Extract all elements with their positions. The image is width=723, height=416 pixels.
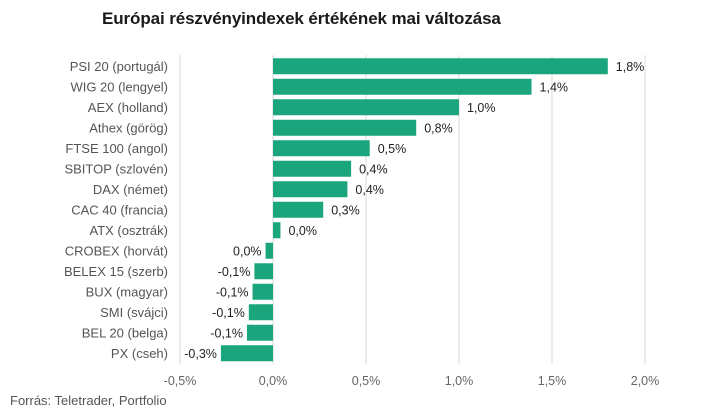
bar: [248, 304, 273, 321]
value-label: 0,4%: [359, 162, 388, 176]
bar: [273, 201, 324, 218]
x-tick-label: -0,5%: [164, 374, 197, 388]
category-label: AEX (holland): [88, 100, 168, 115]
bar: [273, 160, 352, 177]
category-label: WIG 20 (lengyel): [70, 79, 168, 94]
bar: [265, 242, 273, 259]
chart-title: Európai részvényindexek értékének mai vá…: [102, 9, 501, 28]
category-label: ATX (osztrák): [90, 223, 169, 238]
category-label: SMI (svájci): [100, 305, 168, 320]
value-label: 0,3%: [331, 203, 360, 217]
value-label: -0,3%: [184, 347, 217, 361]
bar: [273, 181, 348, 198]
value-label: -0,1%: [216, 285, 249, 299]
value-label: 0,0%: [288, 224, 317, 238]
category-label: Athex (görög): [89, 120, 168, 135]
category-label: PX (cseh): [111, 346, 168, 361]
category-label: CAC 40 (francia): [71, 202, 168, 217]
value-labels: 1,8% 1,4% 1,0% 0,8% 0,5% 0,4% 0,4% 0,3% 0,0% 0,0%…: [184, 60, 644, 361]
x-tick-label: 1,0%: [445, 374, 474, 388]
value-label: 1,0%: [467, 101, 496, 115]
category-label: SBITOP (szlovén): [64, 161, 168, 176]
category-label: DAX (német): [93, 182, 168, 197]
value-label: -0,1%: [218, 265, 251, 279]
category-label: PSI 20 (portugál): [70, 59, 168, 74]
bar: [252, 283, 273, 300]
bar: [273, 99, 459, 116]
value-label: 0,0%: [233, 244, 262, 258]
value-label: 0,8%: [424, 121, 453, 135]
x-tick-label: 0,0%: [259, 374, 288, 388]
value-label: 0,4%: [355, 183, 384, 197]
category-label: FTSE 100 (angol): [65, 141, 168, 156]
category-label: BELEX 15 (szerb): [64, 264, 168, 279]
value-label: 0,5%: [378, 142, 407, 156]
x-axis-tick-labels: -0,5% 0,0% 0,5% 1,0% 1,5% 2,0%: [164, 374, 660, 388]
bar: [273, 140, 370, 157]
category-label: BEL 20 (belga): [82, 325, 168, 340]
x-tick-label: 0,5%: [352, 374, 381, 388]
value-label: 1,4%: [540, 80, 569, 94]
value-label: 1,8%: [616, 60, 645, 74]
value-label: -0,1%: [212, 306, 245, 320]
source-note: Forrás: Teletrader, Portfolio: [10, 393, 167, 408]
bar: [273, 222, 281, 239]
bar: [254, 263, 273, 280]
value-label: -0,1%: [210, 326, 243, 340]
bar: [220, 345, 273, 362]
category-label: BUX (magyar): [86, 284, 168, 299]
category-labels: PSI 20 (portugál) WIG 20 (lengyel) AEX (ho…: [64, 59, 168, 361]
bar: [273, 58, 608, 75]
bar: [273, 78, 532, 95]
x-tick-label: 2,0%: [631, 374, 660, 388]
bar: [273, 119, 417, 136]
x-tick-label: 1,5%: [538, 374, 567, 388]
bars: [220, 58, 608, 362]
bar: [246, 324, 273, 341]
category-label: CROBEX (horvát): [65, 243, 168, 258]
